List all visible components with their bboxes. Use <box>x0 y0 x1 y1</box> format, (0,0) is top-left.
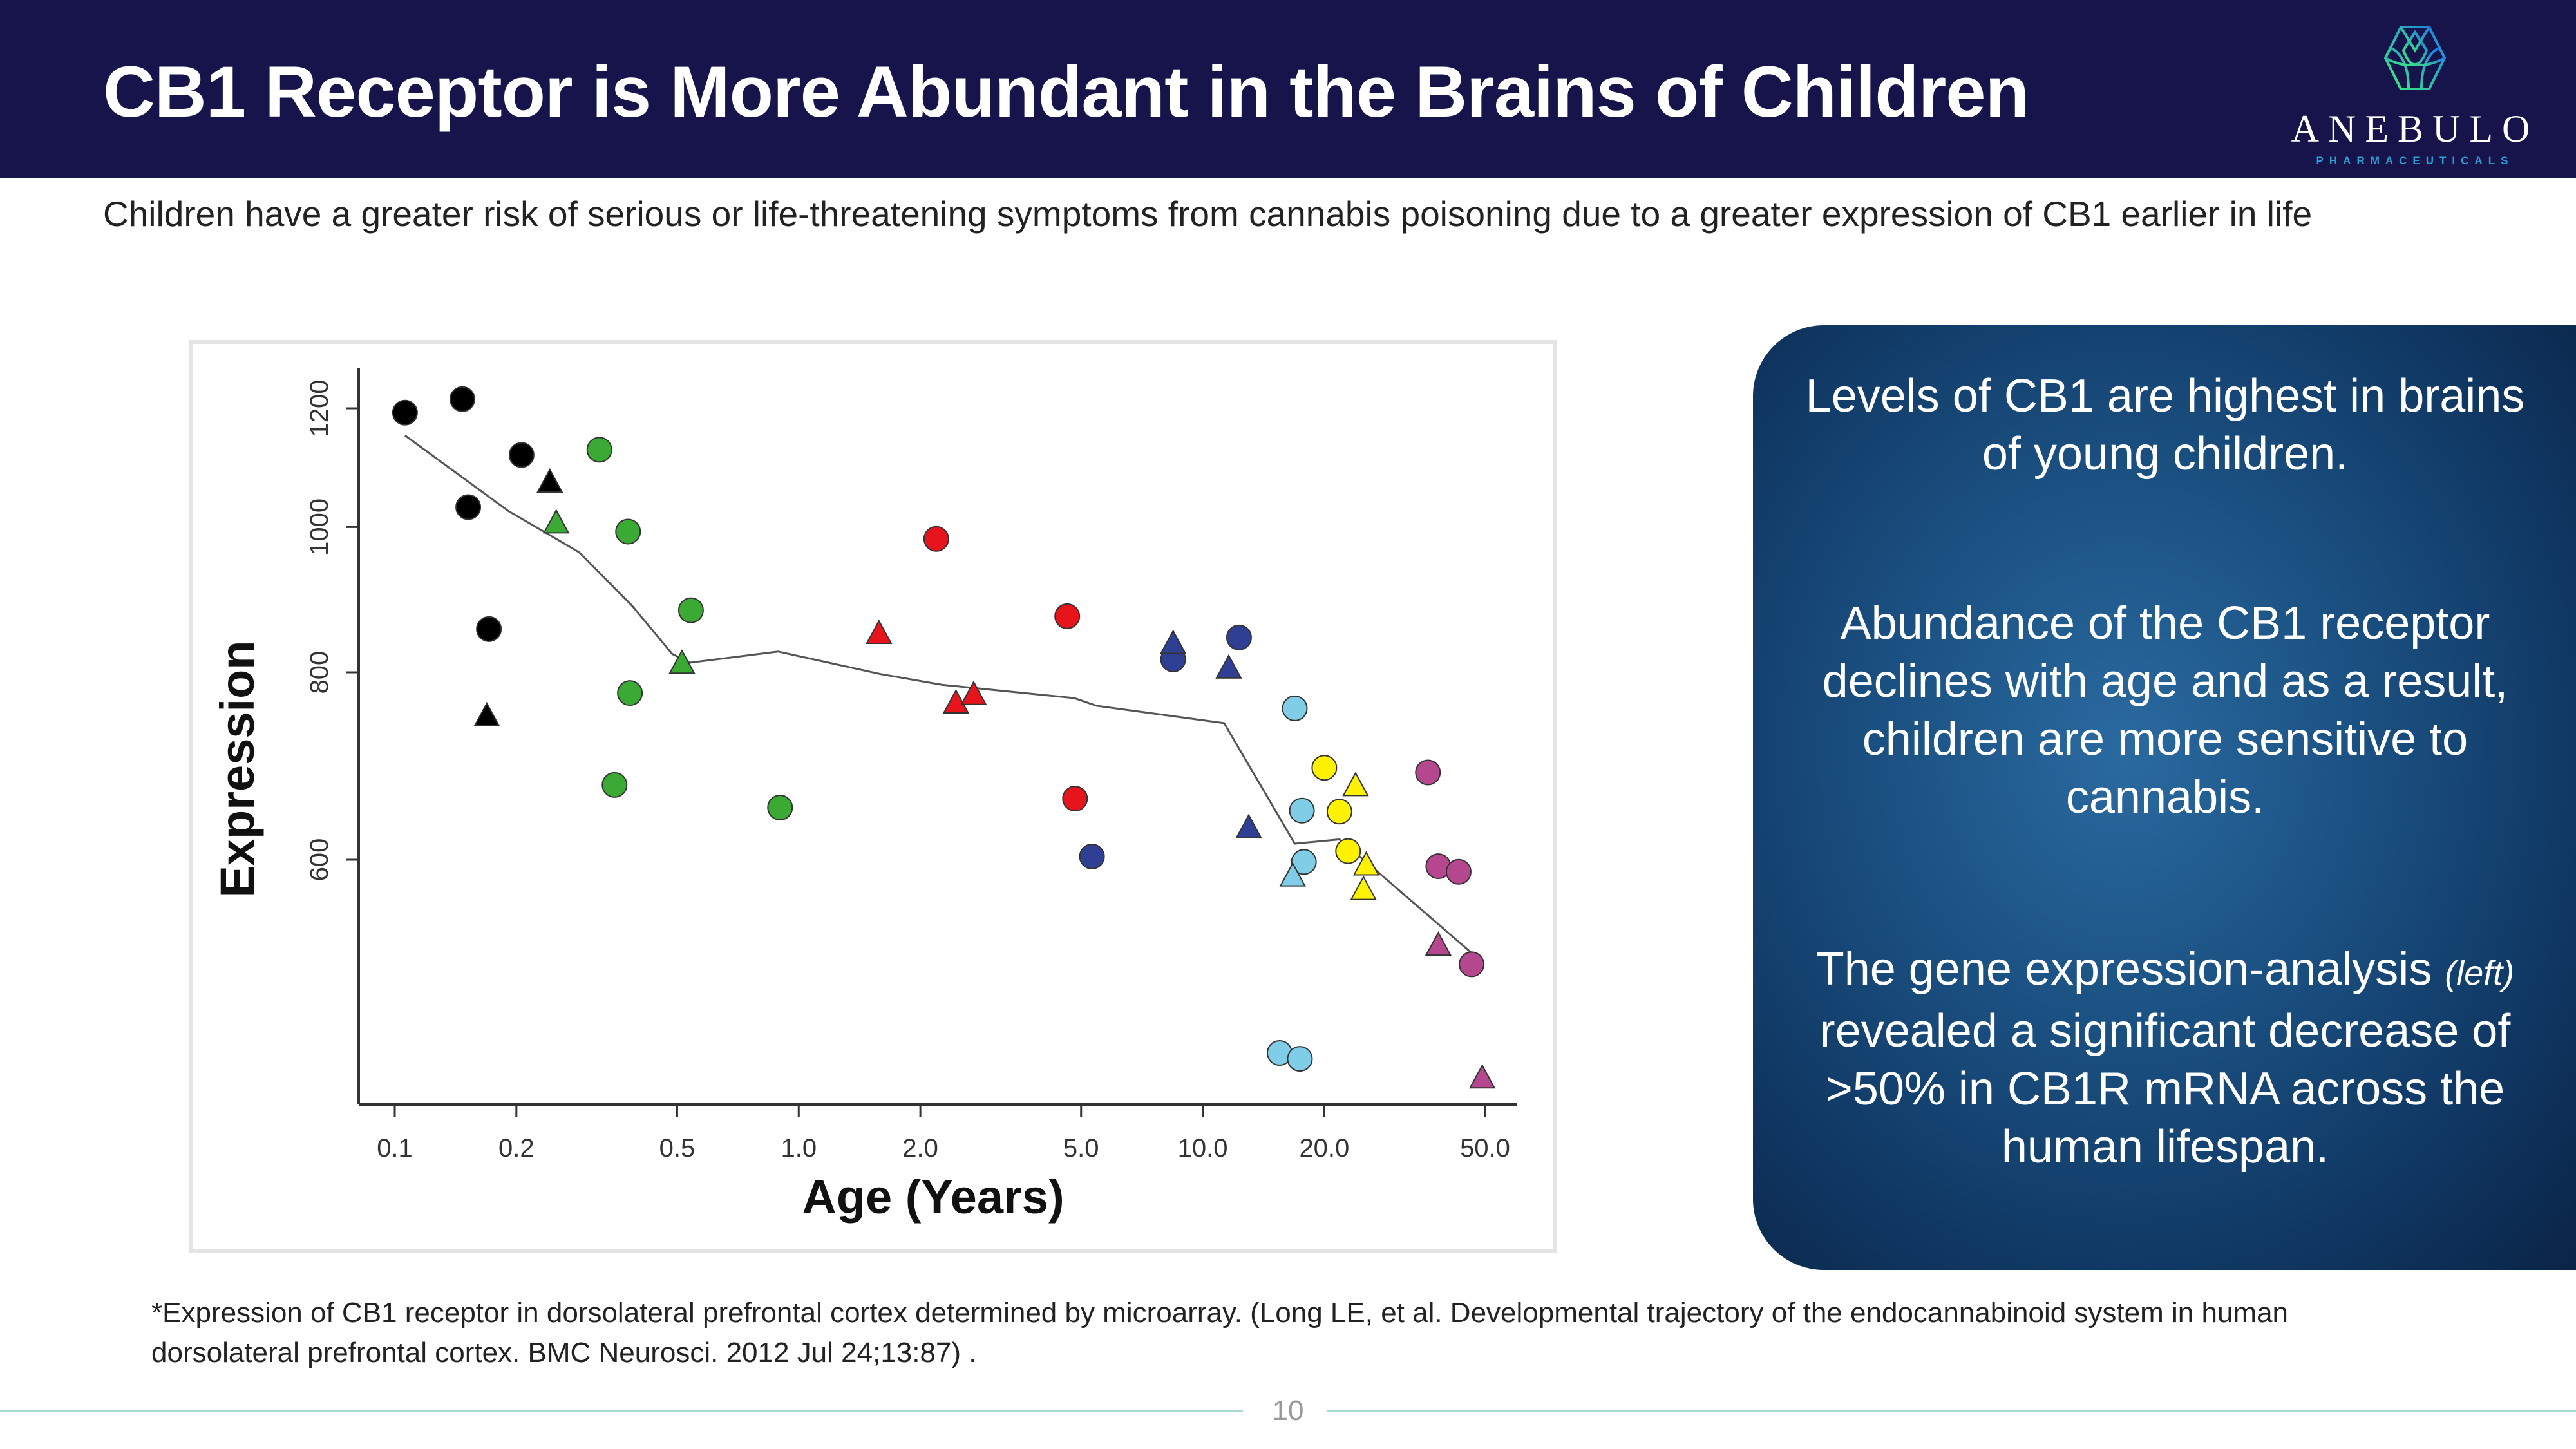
data-point-circle <box>1291 849 1317 875</box>
x-tick-label: 1.0 <box>781 1134 817 1162</box>
x-tick-label: 2.0 <box>902 1134 938 1162</box>
slide-subtitle: Children have a greater risk of serious … <box>103 194 2313 234</box>
data-point-circle <box>1054 603 1081 629</box>
data-point-circle <box>1459 951 1485 978</box>
data-point-circle <box>508 442 535 468</box>
data-point-circle <box>476 616 502 642</box>
data-point-triangle <box>1235 813 1262 838</box>
header-bar: CB1 Receptor is More Abundant in the Bra… <box>0 0 2576 178</box>
data-point-circle <box>767 795 793 821</box>
page-title: CB1 Receptor is More Abundant in the Bra… <box>103 52 2029 132</box>
footnote-citation: *Expression of CB1 receptor in dorsolate… <box>151 1297 2289 1368</box>
x-tick-label: 0.1 <box>377 1134 413 1162</box>
p3-italic: (left) <box>2445 954 2515 992</box>
y-tick-label: 1000 <box>305 498 334 556</box>
data-point-triangle <box>1342 772 1369 797</box>
chart-container: 0.1 0.2 0.5 1.0 2.0 5.0 10.0 20.0 50.0 600 800 100… <box>189 340 1557 1253</box>
data-point-triangle <box>1215 654 1242 679</box>
expression-scatter-chart: 0.1 0.2 0.5 1.0 2.0 5.0 10.0 20.0 50.0 600 800 100… <box>211 368 1517 1224</box>
hexagon-logo-icon <box>2383 26 2447 90</box>
data-point-triangle <box>866 619 893 644</box>
x-tick-label: 20.0 <box>1299 1134 1349 1162</box>
logo-subtitle: PHARMACEUTICALS <box>2316 155 2514 167</box>
data-point-circle <box>1062 786 1088 812</box>
panel-paragraph-1: Levels of CB1 are highest in brains of y… <box>1805 370 2525 480</box>
logo-wordmark: ANEBULO <box>2291 108 2539 150</box>
data-point-triangle <box>960 680 987 705</box>
data-point-circle <box>1079 843 1105 869</box>
data-point-circle <box>1282 695 1308 721</box>
footer-divider-left <box>0 1410 1243 1412</box>
y-tick-label: 800 <box>305 651 334 694</box>
data-point-circle <box>586 437 612 463</box>
data-point-circle <box>455 494 482 520</box>
data-point-triangle <box>668 649 696 674</box>
data-point-circle <box>449 386 475 412</box>
company-logo: ANEBULO PHARMACEUTICALS <box>2280 13 2550 167</box>
x-tick-label: 0.2 <box>498 1134 535 1162</box>
data-point-triangle <box>536 468 564 493</box>
data-point-triangle <box>1425 931 1452 956</box>
data-point-triangle <box>942 688 970 714</box>
trend-line <box>404 434 1473 954</box>
p3-text: The gene expression-analysis <box>1815 943 2445 995</box>
data-point-triangle <box>1159 629 1187 654</box>
panel-paragraph-3: The gene expression-analysis (left) reve… <box>1792 940 2539 1176</box>
data-point-circle <box>923 526 949 552</box>
data-point-triangle <box>1279 862 1306 887</box>
data-point-circle <box>1287 1046 1313 1072</box>
data-point-triangle <box>1468 1064 1496 1089</box>
data-point-triangle <box>473 701 500 727</box>
x-tick-label: 50.0 <box>1460 1134 1510 1162</box>
data-point-circle <box>677 597 704 623</box>
data-point-circle <box>1226 624 1252 650</box>
data-point-triangle <box>1350 875 1377 900</box>
data-point-circle <box>1326 799 1352 825</box>
data-point-circle <box>617 680 643 706</box>
y-tick-label: 600 <box>305 838 334 882</box>
footer-divider-right <box>1327 1410 2576 1412</box>
info-panel: Levels of CB1 are highest in brains of y… <box>1753 325 2576 1270</box>
y-axis-label: Expression <box>211 641 264 898</box>
data-point-circle <box>1289 797 1315 824</box>
data-point-circle <box>601 772 628 798</box>
x-axis-label: Age (Years) <box>802 1170 1064 1224</box>
data-point-triangle <box>1352 851 1380 876</box>
page-number: 10 <box>1272 1395 1304 1426</box>
x-tick-label: 0.5 <box>659 1134 696 1162</box>
data-point-circle <box>392 399 418 426</box>
data-point-circle <box>615 518 641 545</box>
data-point-circle <box>1415 759 1441 786</box>
data-point-circle <box>1335 838 1361 864</box>
x-tick-label: 5.0 <box>1063 1134 1099 1162</box>
y-tick-label: 1200 <box>305 380 334 437</box>
panel-paragraph-2: Abundance of the CB1 receptor declines w… <box>1822 598 2508 823</box>
p3-text-end: revealed a significant decrease of >50% … <box>1819 1005 2511 1173</box>
data-point-circle <box>1311 755 1338 781</box>
data-point-triangle <box>543 509 570 534</box>
data-point-circle <box>1445 858 1472 885</box>
x-tick-label: 10.0 <box>1178 1134 1228 1162</box>
